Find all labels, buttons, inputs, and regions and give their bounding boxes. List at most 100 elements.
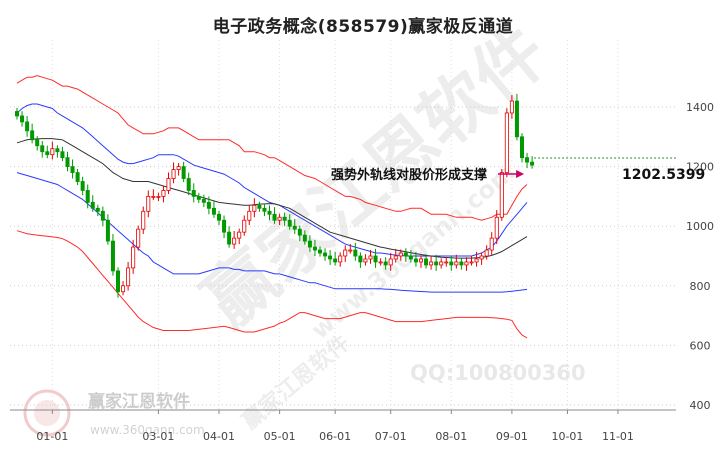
x-tick-label: 08-01 (435, 430, 467, 443)
candle (45, 145, 50, 159)
candle-body (393, 255, 398, 260)
candle (403, 248, 408, 262)
candle (343, 245, 348, 262)
candle (282, 212, 287, 227)
candle-body (277, 216, 282, 221)
candle (358, 252, 363, 268)
watermark-qq: QQ:100800360 (410, 361, 586, 385)
candle (151, 189, 156, 200)
candle (50, 141, 55, 160)
candle (196, 192, 201, 203)
candle-body (454, 261, 459, 266)
candle-body (444, 261, 449, 264)
candle-body (116, 270, 121, 293)
candle (100, 206, 105, 227)
candle (90, 195, 95, 212)
candle-body (378, 261, 383, 264)
candle-body (201, 198, 206, 203)
candle-body (368, 255, 373, 260)
x-tick-label: 04-01 (203, 430, 235, 443)
watermark-seal-inner-icon (34, 400, 60, 426)
candle-body (75, 172, 80, 182)
candle-body (338, 255, 343, 263)
candle-body (70, 166, 75, 173)
candle-body (267, 210, 272, 215)
candle-body (434, 261, 439, 266)
candle-body (317, 249, 322, 254)
candle (474, 251, 479, 267)
candle (237, 228, 242, 245)
candle (494, 210, 499, 245)
candle-body (50, 148, 55, 156)
annotation-arrow-head-icon (516, 170, 525, 178)
y-tick-label: 1000 (686, 220, 714, 233)
candle (277, 213, 282, 226)
candle (499, 168, 504, 221)
x-tick-label: 11-01 (602, 430, 634, 443)
candle-body (323, 252, 328, 257)
x-tick-label: 03-01 (142, 430, 174, 443)
candle (146, 190, 151, 218)
candle-body (191, 190, 196, 197)
candle (287, 214, 292, 230)
grid-layer (10, 40, 676, 410)
candle-body (146, 195, 151, 212)
candle (439, 258, 444, 269)
candle-body (530, 161, 535, 166)
candle (35, 136, 40, 151)
candle-body (307, 240, 312, 248)
candle (312, 239, 317, 256)
candle-body (35, 139, 40, 147)
candle-body (257, 204, 262, 209)
candle-body (126, 267, 131, 287)
candle-body (333, 258, 338, 263)
y-tick-label: 1400 (686, 101, 714, 114)
candle-body (45, 151, 50, 156)
x-tick-label: 07-01 (375, 430, 407, 443)
candle (80, 176, 85, 196)
candle-body (353, 249, 358, 257)
candle (131, 239, 136, 274)
candle (302, 230, 307, 245)
candle-body (484, 249, 489, 257)
candle (211, 201, 216, 218)
candle-body (383, 261, 388, 266)
band-middle (16, 138, 528, 259)
candle-body (211, 207, 216, 215)
candle-body (262, 207, 267, 212)
y-tick-label: 600 (690, 339, 711, 352)
candle-body (20, 115, 25, 123)
candle (454, 254, 459, 269)
candle (257, 201, 262, 212)
candle-body (272, 213, 277, 221)
candle-body (413, 258, 418, 263)
candle-body (85, 190, 90, 203)
candle-body (55, 148, 60, 153)
candle (424, 254, 429, 269)
annotation-value: 1202.5399 (622, 167, 705, 183)
candle-body (343, 249, 348, 257)
chart-title: 电子政务概念(858579)赢家极反通道 (212, 17, 514, 37)
candle-body (348, 249, 353, 252)
watermark-brand-url: www.360gann.com (90, 423, 205, 437)
candle-body (196, 195, 201, 200)
candle-body (504, 112, 509, 173)
candle-body (292, 225, 297, 230)
candle (70, 159, 75, 179)
candle-body (131, 246, 136, 269)
candle (232, 230, 237, 249)
axis-layer: 400 600 800 1000 1200 1400 01-01 03-01 04-01 05-0… (10, 101, 714, 443)
candle-body (398, 252, 403, 257)
candle (201, 194, 206, 208)
candle-body (186, 178, 191, 191)
candle (509, 95, 514, 119)
candle (267, 205, 272, 221)
x-tick-label: 06-01 (319, 430, 351, 443)
candle-body (328, 255, 333, 260)
candle (121, 281, 126, 296)
candle (186, 172, 191, 196)
candle-body (14, 111, 19, 117)
candle (216, 210, 221, 226)
candle (383, 257, 388, 270)
candle-body (282, 216, 287, 221)
